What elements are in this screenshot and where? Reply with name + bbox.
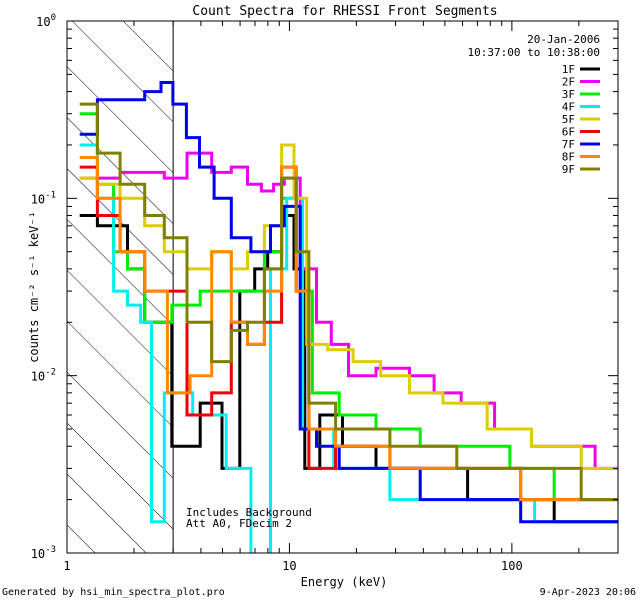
legend-label-9F: 9F [562, 163, 575, 176]
series-line-5F [79, 143, 618, 470]
series-line-9F [79, 102, 618, 502]
y-tick-label: 10-1 [31, 190, 56, 206]
x-tick-labels: 1 10 100 [63, 559, 522, 573]
y-tick-label: 10-2 [31, 368, 56, 384]
legend-label-2F: 2F [562, 76, 575, 89]
chart-title: Count Spectra for RHESSI Front Segments [192, 4, 497, 19]
attenuator-shading [67, 21, 174, 553]
y-tick-label: 10-3 [31, 545, 56, 561]
annotation-attenuator: Att A0, FDecim 2 [186, 517, 292, 530]
x-axis-label: Energy (keV) [301, 575, 388, 589]
y-tick-labels: 100 10-1 10-2 10-3 [31, 13, 56, 561]
legend-label-6F: 6F [562, 126, 575, 139]
legend-label-3F: 3F [562, 88, 575, 101]
ticks-group [66, 20, 619, 554]
y-axis-label: counts cm⁻² s⁻¹ keV⁻¹ [27, 211, 41, 363]
time-range-label: 10:37:00 to 10:38:00 [468, 46, 600, 59]
legend-label-1F: 1F [562, 63, 575, 76]
series-group [79, 81, 618, 553]
annotation-background: Includes Background [186, 506, 312, 519]
legend-label-7F: 7F [562, 138, 575, 151]
series-line-8F [79, 156, 618, 502]
date-label: 20-Jan-2006 [527, 33, 600, 46]
x-tick-label: 1 [63, 559, 70, 573]
y-tick-label: 100 [36, 13, 56, 29]
legend-label-8F: 8F [562, 151, 575, 164]
legend-label-5F: 5F [562, 113, 575, 126]
x-tick-label: 100 [501, 559, 523, 573]
x-tick-label: 10 [282, 559, 296, 573]
plot-frame [66, 20, 619, 554]
footer-timestamp: 9-Apr-2023 20:06 [540, 587, 636, 598]
footer-generator: Generated by hsi_min_spectra_plot.pro [2, 587, 225, 598]
legend-label-4F: 4F [562, 101, 575, 114]
